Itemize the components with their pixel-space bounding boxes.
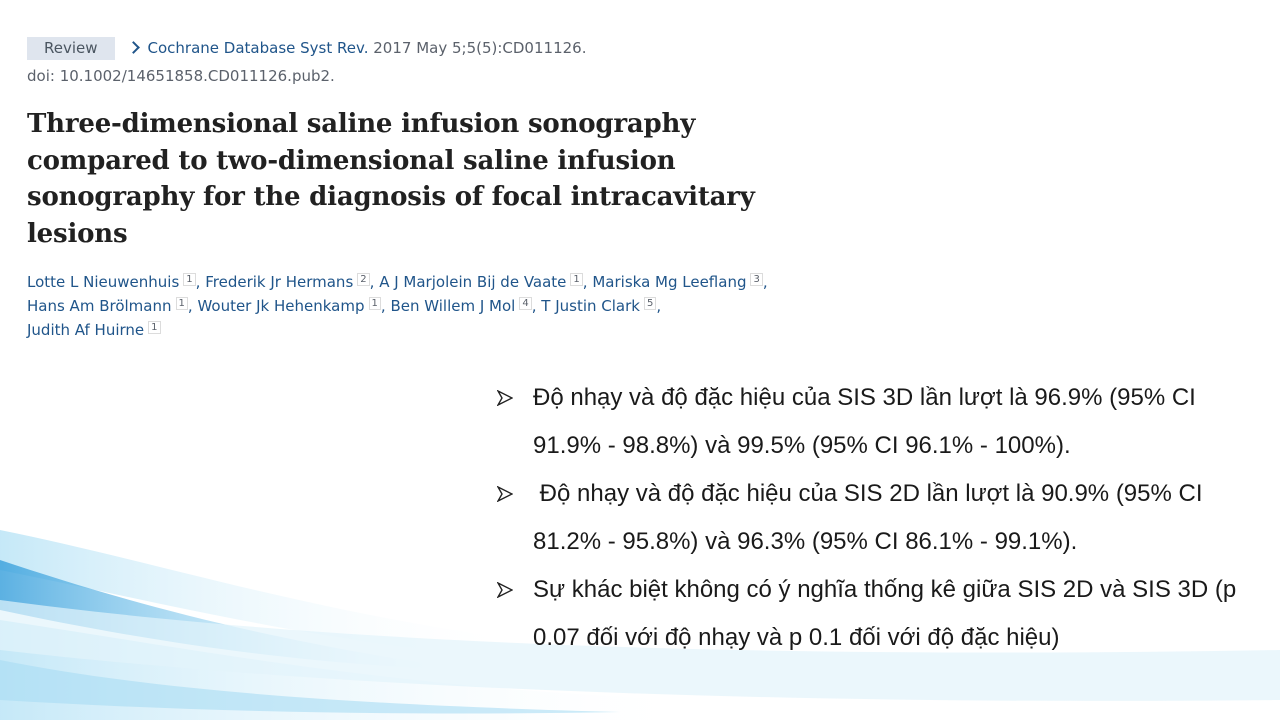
article-type-badge: Review [27,37,115,60]
bullet-text: Độ nhạy và độ đặc hiệu của SIS 2D lần lư… [533,480,1210,555]
author: T Justin Clark 5, [541,297,661,315]
author: Wouter Jk Hehenkamp 1, [197,297,386,315]
author: Lotte L Nieuwenhuis 1, [27,273,200,291]
author: Judith Af Huirne 1 [27,321,161,339]
author-name[interactable]: Hans Am Brölmann [27,297,172,315]
affiliation-number[interactable]: 4 [519,297,532,310]
separator: , [531,297,537,315]
affiliation-number[interactable]: 5 [643,297,657,310]
title-line: Three-dimensional saline infusion sonogr… [27,109,696,139]
affiliation-number[interactable]: 3 [750,273,763,286]
bullet-arrow [497,582,513,598]
separator: , [762,273,768,291]
article-title: Three-dimensional saline infusion sonogr… [27,106,755,252]
separator: , [656,297,662,315]
affiliation-number[interactable]: 1 [148,321,161,334]
author-name[interactable]: Mariska Mg Leeflang [592,273,747,291]
separator: , [187,297,193,315]
title-line: compared to two-dimensional saline infus… [27,145,676,176]
author-name[interactable]: Frederik Jr Hermans [205,273,354,291]
author: Mariska Mg Leeflang 3, [592,273,768,291]
publication-date: 2017 May 5;5(5):CD011126. [373,39,587,57]
author: Frederik Jr Hermans 2, [205,273,374,291]
bullet-item: Độ nhạy và độ đặc hiệu của SIS 3D lần lư… [497,374,1257,470]
author: Ben Willem J Mol 4, [390,297,536,315]
author-name[interactable]: Ben Willem J Mol [390,297,516,315]
author-name[interactable]: Wouter Jk Hehenkamp [197,297,365,315]
citation: Review Cochrane Database Syst Rev. 2017 M… [27,37,586,60]
affiliation-number[interactable]: 1 [175,297,188,310]
bullet-text: Độ nhạy và độ đặc hiệu của SIS 3D lần lư… [533,384,1203,459]
title-line: lesions [27,218,128,249]
author-list: Lotte L Nieuwenhuis 1, Frederik Jr Herman… [27,270,877,342]
separator: , [195,273,201,291]
affiliation-number[interactable]: 1 [368,297,381,310]
doi: doi: 10.1002/14651858.CD011126.pub2. [27,67,335,85]
arrow-shape [497,390,513,406]
bullet-item: Độ nhạy và độ đặc hiệu của SIS 2D lần lư… [497,470,1257,566]
journal-link[interactable]: Cochrane Database Syst Rev. [147,39,369,57]
chevron-icon [126,41,140,54]
author-name[interactable]: Lotte L Nieuwenhuis [27,273,180,291]
separator: , [369,273,375,291]
author: Hans Am Brölmann 1, [27,297,193,315]
arrow-shape [497,486,513,502]
affiliation-number[interactable]: 1 [183,273,196,286]
author: A J Marjolein Bij de Vaate 1, [379,273,588,291]
bullet-arrow [497,486,513,502]
author-name[interactable]: A J Marjolein Bij de Vaate [379,273,567,291]
separator: , [582,273,588,291]
affiliation-number[interactable]: 1 [570,273,583,286]
separator: , [380,297,386,315]
summary-bullets: Độ nhạy và độ đặc hiệu của SIS 3D lần lư… [497,374,1257,662]
bullet-text: Sự khác biệt không có ý nghĩa thống kê g… [533,576,1243,651]
bullet-item: Sự khác biệt không có ý nghĩa thống kê g… [497,566,1257,662]
author-name[interactable]: Judith Af Huirne [27,321,145,339]
affiliation-number[interactable]: 2 [357,273,370,286]
bullet-arrow [497,390,513,406]
author-name[interactable]: T Justin Clark [541,297,640,315]
title-line: sonography for the diagnosis of focal in… [27,182,755,212]
arrow-shape [497,582,513,598]
